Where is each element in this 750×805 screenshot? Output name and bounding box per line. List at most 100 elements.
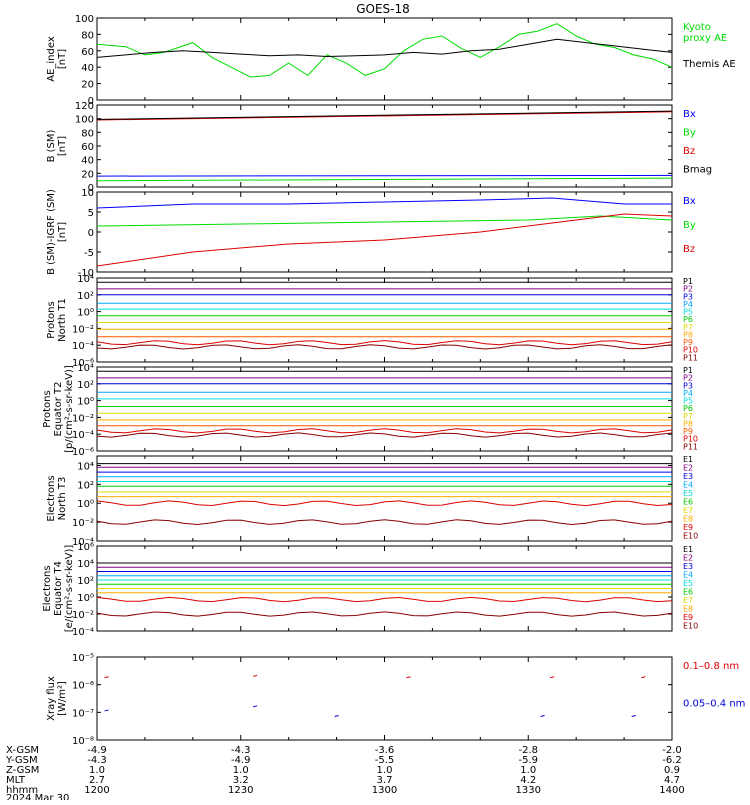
panel-3: -10 -5 0 5 10 B (SM)-IGRF (SM) [nT] Bx By Bz [46, 188, 696, 279]
legend-entry-E7: E7 [683, 506, 693, 515]
y-axis-label: Protons [42, 390, 53, 427]
legend-entry-P2: P2 [683, 285, 693, 294]
orbit-row-label: Z-GSM [6, 765, 39, 776]
y-axis-label: B (SM) [46, 129, 57, 162]
legend-entry-P1: P1 [683, 277, 693, 286]
legend-entry-E4: E4 [683, 481, 693, 490]
y-tick-label: 10² [77, 576, 94, 587]
y-tick-label: 20 [81, 169, 94, 180]
series-line-E10 [96, 611, 673, 617]
y-tick-label: -5 [84, 248, 94, 259]
legend-entry-Kyoto-proxy-AE: Kyoto [683, 22, 711, 33]
y-tick-label: 10⁴ [77, 274, 94, 285]
legend-entry-P9: P9 [683, 338, 693, 347]
xray-point-2 [631, 714, 636, 717]
y-tick-label: -10 [78, 268, 94, 279]
legend-entry-E6: E6 [683, 588, 693, 597]
panel-frame [96, 104, 673, 188]
legend-entry-P5: P5 [683, 308, 693, 317]
y-tick-label: 10² [77, 480, 94, 491]
y-axis-label: [e/(cm²-s-sr-keV)] [64, 545, 75, 633]
y-tick-label: 10⁻² [72, 413, 94, 424]
xray-point-2 [540, 714, 545, 717]
orbit-value-Z: 1.0 [89, 765, 105, 776]
legend-entry-E9: E9 [683, 613, 693, 622]
series-line-E10 [96, 519, 673, 526]
orbit-value-hhmm: 1230 [228, 785, 253, 796]
legend-entry-0.1–0.8-nm: 0.1–0.8 nm [683, 661, 739, 672]
y-tick-label: 60 [81, 47, 94, 58]
orbit-value-Y: -4.9 [231, 755, 251, 766]
xray-point-1 [253, 674, 258, 677]
y-axis-label: [nT] [57, 136, 68, 156]
y-tick-label: 10⁰ [77, 308, 94, 319]
y-tick-label: 0 [88, 96, 94, 107]
y-axis-label: Equator T2 [53, 382, 64, 437]
y-tick-label: 10⁴ [77, 363, 94, 374]
legend-entry-Bz: Bz [683, 146, 695, 157]
y-axis-label: [p/(cm²-s-sr-keV)] [64, 365, 75, 453]
y-axis-label: [nT] [57, 222, 68, 242]
legend-entry-P1: P1 [683, 366, 693, 375]
legend-entry-By: By [683, 220, 696, 231]
y-axis-label: Equator T4 [53, 561, 64, 616]
legend-entry-E2: E2 [683, 554, 693, 563]
legend-entry-P10: P10 [683, 346, 698, 355]
y-tick-label: 60 [81, 142, 94, 153]
series-line-By [96, 177, 673, 182]
y-tick-label: 10⁰ [77, 499, 94, 510]
panel-frame [96, 455, 673, 542]
legend-entry-P6: P6 [683, 404, 693, 413]
legend-entry-P10: P10 [683, 435, 698, 444]
plot-title: GOES-18 [356, 2, 410, 16]
xray-point-1 [550, 676, 555, 679]
y-tick-label: 100 [75, 115, 94, 126]
orbit-row-label: X-GSM [6, 745, 39, 756]
legend-entry-E3: E3 [683, 562, 693, 571]
panel-2: 0 20 40 60 80 100 120 B (SM) [nT] Bx By Bz Bmag [46, 101, 712, 194]
series-line-By [96, 215, 673, 227]
orbit-value-Y: -5.5 [375, 755, 395, 766]
legend-entry-P3: P3 [683, 292, 693, 301]
y-tick-label: 10⁰ [77, 397, 94, 408]
orbit-row-label: hhmm [6, 785, 38, 796]
y-tick-label: 10⁻⁴ [72, 341, 94, 352]
legend-entry-E3: E3 [683, 472, 693, 481]
series-line-Bz [96, 213, 673, 267]
series-line-Bx [96, 197, 672, 209]
orbit-value-MLT: 2.7 [89, 775, 105, 786]
panel-6: 10⁻⁴ 10⁻² 10⁰ 10² 10⁴ Electrons North T3 E1E2E3… [46, 455, 698, 548]
y-tick-label: 80 [81, 30, 94, 41]
legend-entry-P4: P4 [683, 300, 693, 309]
series-line-Themis-AE [96, 38, 673, 58]
y-axis-label: North T3 [57, 477, 68, 521]
y-tick-label: 40 [81, 63, 94, 74]
legend-entry-E1: E1 [683, 455, 693, 464]
panel-7: 10⁻⁴ 10⁻² 10⁰ 10² 10⁴ 10⁶ Electrons Equator T4[… [42, 542, 698, 638]
y-axis-label: Electrons [42, 565, 53, 611]
orbit-value-Z: 0.9 [664, 765, 680, 776]
series-line-P11 [96, 344, 673, 350]
y-tick-label: 10⁻² [72, 610, 94, 621]
y-tick-label: 10² [77, 291, 94, 302]
legend-entry-P9: P9 [683, 427, 693, 436]
legend-entry-E8: E8 [683, 605, 693, 614]
y-tick-label: 10 [81, 188, 94, 199]
y-axis-label: North T1 [57, 298, 68, 342]
legend-entry-E1: E1 [683, 545, 693, 554]
y-tick-label: 0 [88, 228, 94, 239]
panel-4: 10⁻⁶ 10⁻⁴ 10⁻² 10⁰ 10² 10⁴ Protons North T1 P1P2… [46, 274, 698, 369]
orbit-value-X: -2.0 [662, 745, 682, 756]
y-tick-label: 10² [77, 380, 94, 391]
y-tick-label: 10⁻⁶ [72, 447, 94, 458]
orbit-value-MLT: 3.7 [377, 775, 393, 786]
panel-frame [96, 366, 673, 452]
y-axis-label: AE_index [46, 36, 57, 82]
xray-point-2 [104, 709, 109, 712]
legend-entry-E9: E9 [683, 523, 693, 532]
orbit-value-MLT: 3.2 [233, 775, 249, 786]
y-axis-label: [W/m²] [57, 681, 68, 716]
legend-entry-E10: E10 [683, 622, 698, 631]
